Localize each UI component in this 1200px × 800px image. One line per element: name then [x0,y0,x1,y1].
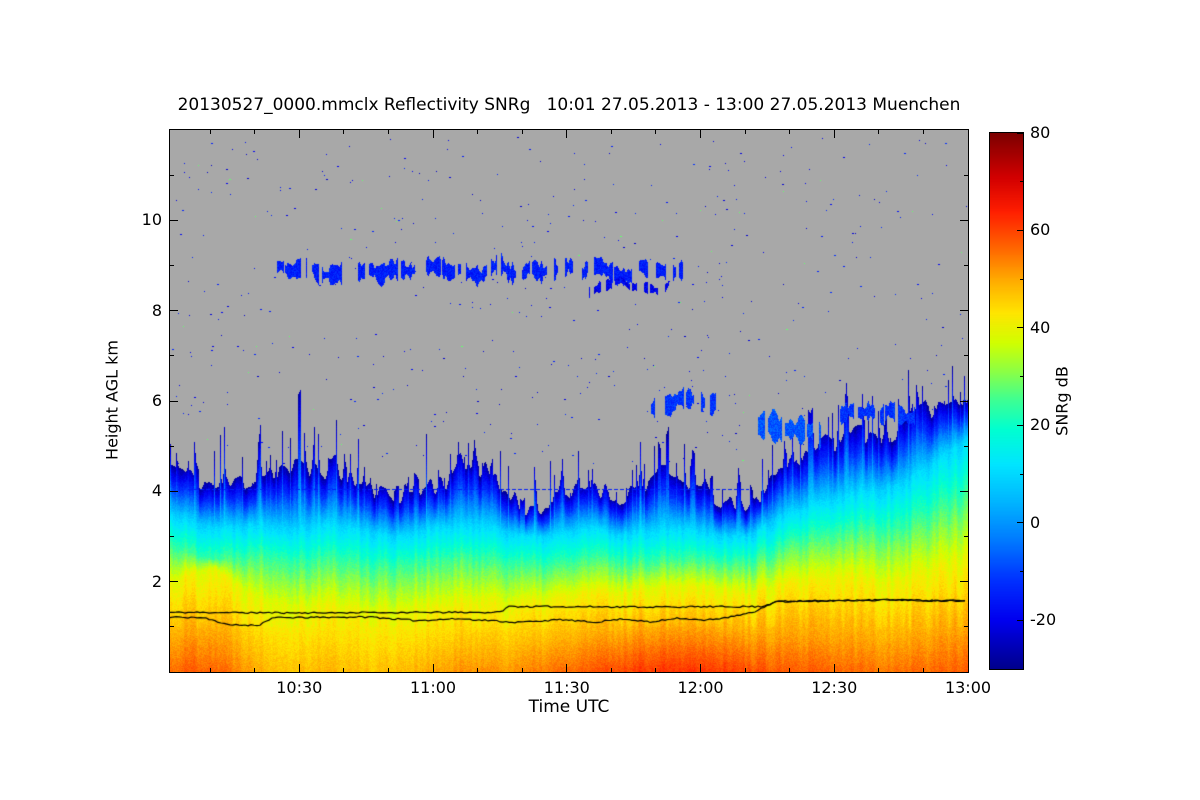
x-minor-tick-mark [878,130,880,134]
colorbar-minor-tick-mark [1020,376,1023,378]
x-minor-tick-mark [209,668,211,672]
x-minor-tick-mark [521,130,523,134]
y-tick-mark [960,310,968,312]
y-minor-tick-mark [170,355,174,357]
x-tick-mark [432,664,434,672]
x-tick-label: 12:00 [677,678,724,697]
x-tick-mark [833,664,835,672]
x-minor-tick-mark [922,668,924,672]
y-minor-tick-mark [170,174,174,176]
x-minor-tick-mark [254,130,256,134]
y-tick-label: 6 [151,391,162,410]
y-minor-tick-mark [170,445,174,447]
y-tick-mark [170,581,178,583]
x-minor-tick-mark [744,130,746,134]
x-minor-tick-mark [655,130,657,134]
x-tick-mark [967,130,969,138]
y-minor-tick-mark [170,265,174,266]
x-minor-tick-mark [477,130,479,134]
x-tick-mark [700,664,701,672]
colorbar-tick-label: 20 [1030,415,1051,435]
colorbar-tick-label: 0 [1030,512,1041,532]
x-tick-mark [566,664,568,672]
colorbar-label: SNRg dB [1052,366,1072,436]
y-minor-tick-mark [170,536,174,537]
y-tick-mark [960,219,968,221]
y-tick-label: 4 [151,481,162,501]
x-minor-tick-mark [744,668,746,672]
colorbar-gradient [990,133,1023,669]
y-tick-mark [170,490,178,492]
y-tick-mark [960,581,968,583]
x-tick-mark [432,130,434,138]
y-tick-mark [960,490,968,492]
plot-title: 20130527_0000.mmclx Reflectivity SNRg 10… [177,95,961,115]
colorbar-minor-tick-mark [1020,571,1023,573]
colorbar-tick-mark [1017,327,1023,329]
x-tick-label: 11:00 [409,678,457,697]
x-minor-tick-mark [343,668,345,672]
y-minor-tick-mark [170,626,174,628]
x-tick-mark [298,130,300,138]
colorbar-minor-tick-mark [1020,181,1023,183]
colorbar-tick-label: 80 [1030,123,1051,142]
x-tick-mark [833,130,835,138]
x-minor-tick-mark [477,668,479,672]
y-tick-label: 8 [151,300,162,320]
y-tick-mark [960,400,968,402]
x-tick-mark [967,664,969,672]
x-minor-tick-mark [343,130,345,134]
x-minor-tick-mark [655,668,657,672]
colorbar-tick-label: 40 [1030,317,1051,337]
colorbar-minor-tick-mark [1020,473,1023,475]
x-minor-tick-mark [922,130,924,134]
y-tick-mark [170,219,178,221]
x-minor-tick-mark [209,130,211,134]
y-minor-tick-mark [964,174,968,176]
x-tick-mark [298,664,300,672]
colorbar [989,132,1024,670]
reflectivity-heatmap-canvas [170,130,968,672]
y-minor-tick-mark [964,265,968,266]
y-tick-mark [170,400,178,402]
y-minor-tick-mark [964,536,968,537]
x-minor-tick-mark [254,668,256,672]
y-tick-mark [170,310,178,312]
x-tick-label: 13:00 [944,678,992,697]
x-axis-label: Time UTC [528,697,610,717]
x-tick-label: 11:30 [543,678,590,697]
colorbar-tick-mark [1017,522,1023,524]
y-minor-tick-mark [964,626,968,628]
x-tick-mark [566,130,568,138]
x-minor-tick-mark [878,668,880,672]
x-minor-tick-mark [610,130,612,134]
y-tick-label: 10 [141,210,162,230]
y-tick-label: 2 [151,571,162,591]
x-minor-tick-mark [789,668,791,672]
colorbar-tick-mark [1017,132,1023,134]
x-tick-label: 12:30 [811,678,858,697]
x-minor-tick-mark [610,668,612,672]
colorbar-tick-mark [1017,619,1023,621]
x-minor-tick-mark [789,130,791,134]
x-tick-mark [700,130,701,138]
x-minor-tick-mark [521,668,523,672]
y-minor-tick-mark [964,445,968,447]
colorbar-tick-label: -20 [1030,610,1057,630]
y-minor-tick-mark [964,355,968,357]
colorbar-minor-tick-mark [1020,278,1023,280]
x-minor-tick-mark [387,668,389,672]
colorbar-tick-mark [1017,424,1023,426]
x-tick-label: 10:30 [276,678,323,697]
colorbar-tick-label: 60 [1030,220,1051,240]
colorbar-tick-mark [1017,229,1023,231]
plot-area [169,129,969,673]
x-minor-tick-mark [387,130,389,134]
